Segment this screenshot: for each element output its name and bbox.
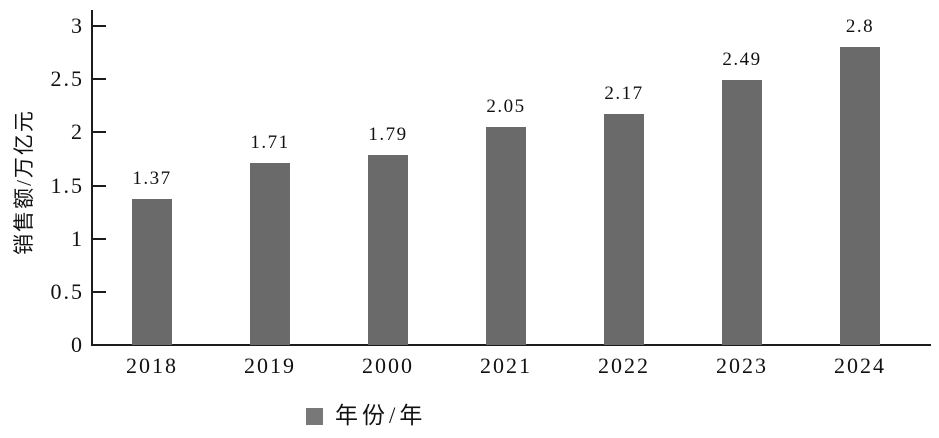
bar-value-label: 1.79 — [368, 123, 408, 145]
bar-2019 — [250, 163, 290, 345]
legend-swatch-icon — [306, 407, 323, 425]
x-category-label: 2018 — [126, 353, 178, 378]
y-tick-label: 1 — [71, 225, 84, 251]
bar-2022 — [604, 114, 644, 345]
bar-value-label: 2.8 — [845, 16, 875, 38]
bar-value-label: 2.05 — [486, 96, 526, 118]
y-tick-label: 2.5 — [50, 66, 84, 92]
y-tick-label: 3 — [71, 13, 84, 38]
bar-value-label: 1.37 — [132, 168, 172, 190]
y-tick-mark — [93, 184, 106, 187]
bar-value-label: 2.49 — [722, 49, 762, 71]
bar-2018 — [132, 199, 172, 345]
x-axis-line — [91, 344, 931, 346]
y-tick-mark — [93, 290, 106, 293]
x-category-label: 2000 — [362, 353, 414, 378]
x-category-label: 2022 — [598, 353, 650, 378]
y-tick-mark — [93, 237, 106, 240]
x-category-label: 2019 — [244, 353, 296, 378]
y-tick-label: 2 — [71, 119, 84, 145]
bar-2000 — [368, 154, 408, 345]
legend: 年份/年 — [306, 404, 426, 428]
bar-2023 — [722, 80, 762, 345]
y-tick-label: 1.5 — [50, 172, 84, 198]
x-category-label: 2024 — [834, 353, 886, 378]
x-category-label: 2023 — [716, 353, 768, 378]
bar-2021 — [486, 127, 526, 345]
legend-label: 年份/年 — [335, 403, 427, 428]
y-tick-mark — [93, 131, 106, 134]
x-category-label: 2021 — [480, 353, 532, 378]
y-tick-label: 0 — [71, 332, 84, 357]
y-tick-mark — [93, 78, 106, 81]
y-tick-label: 0.5 — [50, 278, 84, 304]
bar-value-label: 1.71 — [250, 132, 290, 154]
y-axis-line — [91, 10, 93, 346]
y-tick-mark — [93, 25, 106, 27]
bar-value-label: 2.17 — [604, 83, 644, 105]
bar-2024 — [840, 47, 880, 345]
